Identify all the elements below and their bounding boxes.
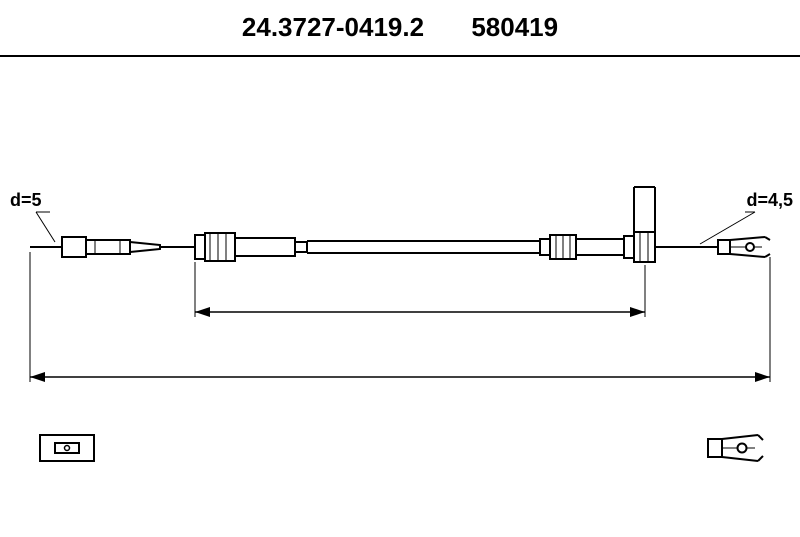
- diagram-area: d=5 d=4,5 B = 762 A = 925: [0, 57, 800, 537]
- technical-drawing: [0, 57, 800, 537]
- right-end-icon: [708, 435, 763, 461]
- part-number-1: 24.3727-0419.2: [242, 12, 424, 42]
- header: 24.3727-0419.2 580419: [0, 0, 800, 57]
- part-number-2: 580419: [471, 12, 558, 42]
- left-end-icon: [40, 435, 94, 461]
